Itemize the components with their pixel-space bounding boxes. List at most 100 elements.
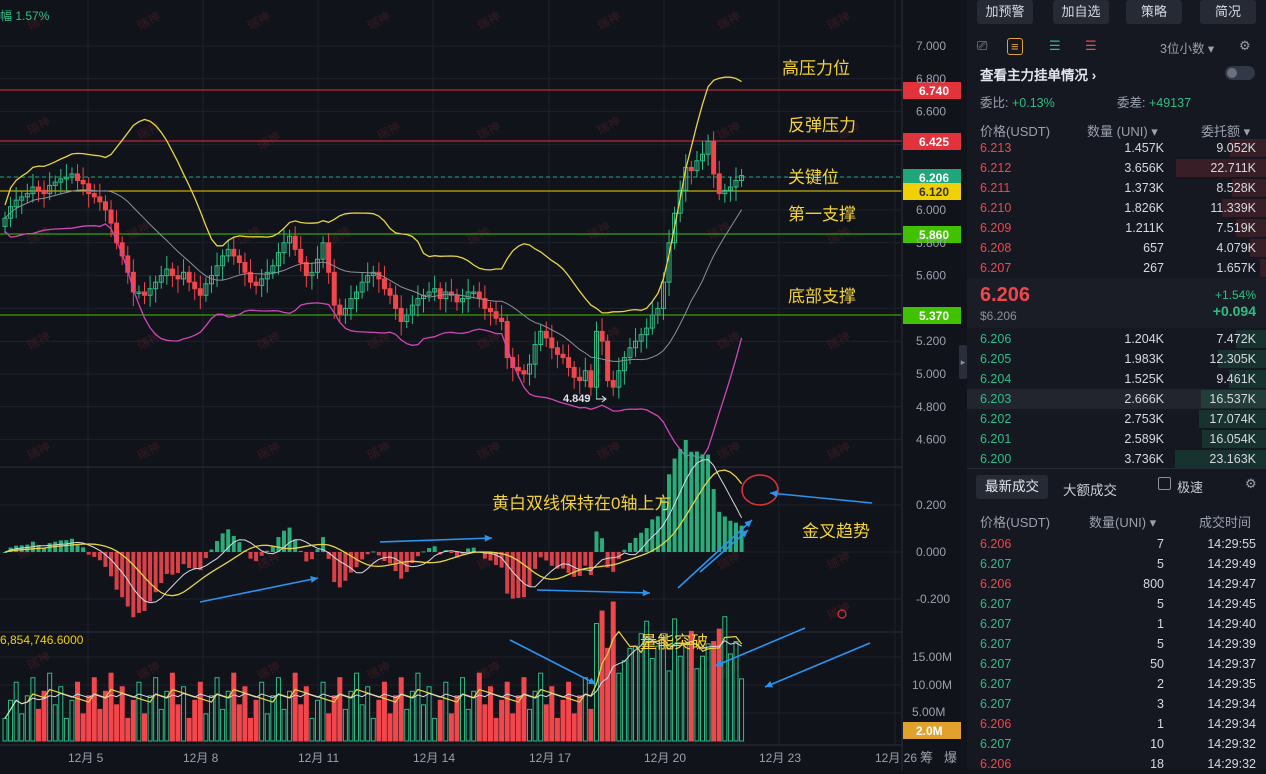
bid-row[interactable]: 6.205 1.983K 12.305K [967,349,1266,369]
bid-row[interactable]: 6.204 1.525K 9.461K [967,369,1266,389]
trade-row[interactable]: 6.206 800 14:29:47 [967,574,1266,594]
ask-row[interactable]: 6.209 1.211K 7.519K [967,218,1266,238]
small-circle-marker [837,609,847,619]
trade-row[interactable]: 6.207 5 14:29:45 [967,594,1266,614]
volume-bar [716,628,722,742]
trade-qty-header[interactable]: 数量(UNI) ▾ [1089,515,1157,530]
macd-bar [298,550,303,552]
add-alert-button[interactable]: 加预警 [977,0,1033,24]
candle-body [35,186,41,191]
trade-row[interactable]: 6.207 10 14:29:32 [967,734,1266,754]
ask-row[interactable]: 6.211 1.373K 8.528K [967,178,1266,198]
candle-body [314,258,320,273]
volume-bar [253,699,259,742]
ask-row[interactable]: 6.208 657 4.079K [967,238,1266,258]
strategy-button[interactable]: 策略 [1126,0,1182,24]
add-watchlist-button[interactable]: 加自选 [1053,0,1109,24]
bid-total: 17.074K [1209,412,1256,426]
ask-qty: 1.457K [1124,141,1164,155]
macd-bar [717,511,722,552]
candle [482,285,488,320]
candle-body [326,242,332,273]
asks-only-icon[interactable]: ☰ [1085,38,1097,53]
candle [331,259,337,320]
volume-bar [739,678,745,742]
price-level-tag [903,82,961,99]
bid-row[interactable]: 6.203 2.666K 16.537K [967,389,1266,409]
y-tick-label: 6.000 [916,203,946,217]
trade-row[interactable]: 6.206 7 14:29:55 [967,534,1266,554]
trade-price: 6.207 [980,557,1012,571]
settings-icon[interactable]: ⚙ [1239,38,1251,53]
volume-bar [527,708,533,742]
y-tick-label: 6.600 [916,105,946,119]
price-level-value: 6.740 [919,84,949,98]
bids-only-icon[interactable]: ☰ [1049,38,1061,53]
candle-body [448,291,454,296]
ob-total-header[interactable]: 委托额 ▾ [1201,124,1251,139]
ask-total: 22.711K [1210,161,1256,175]
volume-bar [482,704,488,742]
macd-bar [583,552,588,566]
trade-row[interactable]: 6.207 50 14:29:37 [967,654,1266,674]
candle [521,364,527,384]
candle-body [303,261,309,277]
volume-bar [370,717,376,742]
trade-row[interactable]: 6.207 5 14:29:49 [967,554,1266,574]
trade-settings-icon[interactable]: ⚙ [1245,476,1257,491]
volume-tick-label: 10.00M [912,678,952,692]
orderbook-link[interactable]: 查看主力挂单情况 › [980,68,1097,83]
candle [292,226,298,256]
toggle-switch[interactable] [1225,66,1255,80]
annotation-arrow [536,589,651,597]
candle [298,236,304,272]
ask-row[interactable]: 6.210 1.826K 11.339K [967,198,1266,218]
overview-button[interactable]: 简况 [1200,0,1256,24]
ask-row[interactable]: 6.207 267 1.657K [967,258,1266,278]
volume-bar [409,690,415,742]
trade-price: 6.207 [980,737,1012,751]
tab-latest-trades[interactable]: 最新成交 [976,475,1048,499]
trade-row[interactable]: 6.207 5 14:29:39 [967,634,1266,654]
bid-depth-bar [1201,390,1266,408]
candlestick-chart[interactable]: 瑞神 瑞神 瑞神 瑞神 瑞神 瑞神 瑞神 瑞神 瑞神 瑞神 瑞神 瑞神 瑞神 瑞神 瑞神 瑞神 瑞神 瑞神 瑞神 瑞神… [0,0,965,770]
tab-large-trades[interactable]: 大额成交 [1063,483,1117,498]
candle-body [398,307,404,323]
trade-row[interactable]: 6.206 1 14:29:34 [967,714,1266,734]
bid-depth-bar [1236,330,1266,348]
decimals-select[interactable]: 3位小数 ▾ [1160,42,1215,56]
candle-body [543,330,549,339]
candle-body [504,321,510,359]
volume-bar [688,630,694,742]
ask-row[interactable]: 6.212 3.656K 22.711K [967,158,1266,178]
volume-bar [510,713,516,742]
panel-collapse-handle[interactable]: ▸ [959,345,967,379]
candle [593,321,599,399]
candle [560,344,566,365]
depth-both-icon[interactable]: ⎚ [977,38,988,53]
volume-bar [666,670,672,742]
bid-row[interactable]: 6.201 2.589K 16.054K [967,429,1266,449]
bid-row[interactable]: 6.206 1.204K 7.472K [967,329,1266,349]
last-price-usd: $6.206 [980,309,1017,323]
candle [365,262,371,292]
candle [554,341,560,369]
trade-row[interactable]: 6.207 2 14:29:35 [967,674,1266,694]
depth-split-icon[interactable]: ≡ [1007,38,1023,55]
trade-row[interactable]: 6.207 1 14:29:40 [967,614,1266,634]
extreme-speed-checkbox[interactable] [1158,477,1171,490]
candle [175,265,181,293]
macd-bar [549,552,554,566]
ask-row[interactable]: 6.213 1.457K 9.052K [967,138,1266,158]
bid-row[interactable]: 6.202 2.753K 17.074K [967,409,1266,429]
trade-row[interactable]: 6.206 18 14:29:32 [967,754,1266,774]
trade-qty: 10 [1150,737,1164,751]
candle [515,354,521,378]
volume-bar [19,713,25,742]
volume-bar [281,708,287,742]
candle-body [248,271,254,283]
ob-qty-header[interactable]: 数量 (UNI) ▾ [1087,124,1158,139]
volume-bar [504,681,510,742]
trade-row[interactable]: 6.207 3 14:29:34 [967,694,1266,714]
bid-row[interactable]: 6.200 3.736K 23.163K [967,449,1266,469]
